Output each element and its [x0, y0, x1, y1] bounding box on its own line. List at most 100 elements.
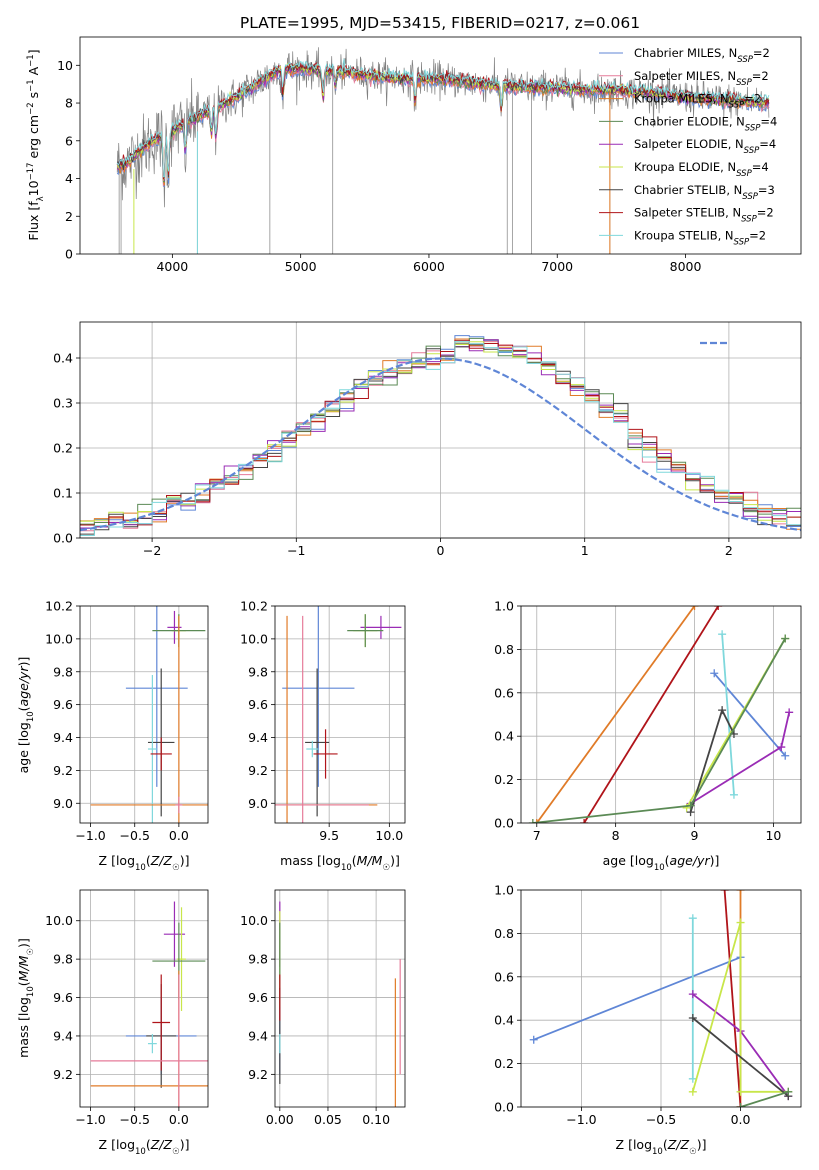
label-part: ( [16, 981, 31, 986]
plot-area-weight-vs-age [528, 606, 794, 823]
gaussian-curve [80, 357, 801, 532]
weight-series [686, 706, 738, 817]
weight-line [583, 606, 719, 823]
y-tick-label: 6 [65, 133, 73, 148]
y-tick-label: 8 [65, 96, 73, 111]
label-part: age [log [603, 853, 654, 868]
label-part: )] [16, 938, 31, 948]
label-part: s [26, 92, 41, 103]
label-part: −2 [26, 102, 36, 115]
weight-marker [686, 801, 695, 810]
legend-entry-3: Chabrier ELODIE, NSSP=4 [634, 114, 777, 133]
axes-frame [274, 889, 406, 1108]
label-part: )] [16, 657, 31, 667]
figure-title: PLATE=1995, MJD=53415, FIBERID=0217, z=0… [240, 14, 640, 32]
axes-weight-vs-Z: −1.0 −0.5 0.0 0.0 0.2 0.4 0.6 0.8 1.0 Z [log10(Z/… [494, 883, 802, 1157]
weight-marker [781, 634, 790, 643]
label-part: Z/Z [150, 1137, 173, 1152]
weight-series [529, 953, 745, 1044]
legend-sub: SSP [742, 192, 758, 202]
y-tick-label: 0.4 [494, 1013, 514, 1028]
weight-marker [785, 708, 794, 717]
weight-line [536, 606, 696, 823]
weight-marker [710, 669, 719, 678]
x-tick-label: 7000 [541, 259, 573, 274]
data-point [90, 974, 208, 1107]
weight-marker [529, 1035, 538, 1044]
weight-series [528, 634, 790, 823]
weight-marker [688, 1074, 697, 1083]
y-tick-label: 9.6 [248, 990, 268, 1005]
weight-line [723, 890, 742, 1107]
x-tick-label: 0.05 [314, 1112, 342, 1127]
y-tick-label: 9.0 [53, 796, 73, 811]
y-tick-label: 10.0 [240, 631, 268, 646]
label-part: )] [180, 853, 190, 868]
label-part: age/yr [16, 666, 31, 707]
model-line [116, 58, 770, 178]
legend-text: Salpeter ELODIE, N [634, 137, 744, 151]
axes-age-vs-Z: −1.0 −0.5 0.0 9.0 9.2 9.4 9.6 9.8 10.0 10.2 Z [log… [16, 599, 209, 873]
x-tick-label: −1.0 [75, 828, 105, 843]
y-tick-label: 0.6 [494, 685, 514, 700]
y-tick-label: 9.4 [53, 1028, 73, 1043]
weight-marker [688, 1087, 697, 1096]
weight-marker [714, 606, 723, 610]
label-part: −1 [26, 79, 36, 92]
weight-series [718, 630, 738, 799]
y-tick-label: 0 [65, 247, 73, 262]
label-part: Z [log [616, 1137, 652, 1152]
x-tick-label: −2 [143, 543, 161, 558]
legend-text: =2 [753, 46, 770, 60]
weight-marker [736, 890, 745, 894]
weight-line [691, 922, 789, 1093]
y-tick-label: 0.6 [494, 969, 514, 984]
label-part: mass [log [16, 997, 31, 1058]
y-tick-label: 0.1 [53, 486, 73, 501]
weight-marker [777, 743, 786, 752]
label-part: age [log [16, 722, 31, 773]
axes-frame [274, 605, 406, 824]
y-tick-label: 9.2 [53, 763, 73, 778]
plot-area-weight-vs-Z [529, 890, 793, 1107]
legend-entry-8: Kroupa STELIB, NSSP=2 [634, 228, 766, 247]
x-axis-label: Z [log10(Z/Z☉)] [99, 1137, 190, 1157]
axes-frame [79, 605, 209, 824]
label-part: )] [697, 1137, 707, 1152]
x-tick-label: 10.0 [375, 828, 403, 843]
x-tick-label: 4000 [156, 259, 188, 274]
label-part: ☉ [689, 1147, 697, 1157]
legend-entry-7: Salpeter STELIB, NSSP=2 [634, 206, 774, 225]
data-point [282, 606, 355, 787]
weight-marker [720, 890, 729, 894]
y-tick-label: 10.0 [240, 913, 268, 928]
weight-series [686, 708, 794, 808]
axes-frame [79, 889, 209, 1108]
legend-sub: SSP [736, 169, 752, 179]
weight-marker [781, 751, 790, 760]
plot-area-age-vs-mass [275, 606, 402, 823]
label-part: λ [36, 196, 46, 201]
label-part: 10 [654, 863, 665, 873]
label-part: Z/Z [667, 1137, 690, 1152]
legend-entry-1: Salpeter MILES, NSSP=2 [634, 69, 769, 88]
plot-area-age-vs-Z [90, 606, 208, 823]
data-point [147, 1034, 157, 1054]
y-tick-label: 9.8 [53, 952, 73, 967]
weight-marker [688, 1014, 697, 1023]
weight-marker [784, 1087, 793, 1096]
weight-line [689, 707, 735, 813]
data-point [150, 737, 172, 771]
weight-marker [688, 914, 697, 923]
y-tick-label: 0.2 [494, 1056, 514, 1071]
y-axis-label: age [log10(age/yr)] [16, 657, 36, 774]
legend-text: =2 [749, 228, 766, 242]
x-tick-label: −1 [287, 543, 305, 558]
label-part: ☉ [172, 863, 180, 873]
y-tick-label: 10.0 [45, 913, 73, 928]
axes-mass-vs-Z: −1.0 −0.5 0.09.29.49.69.810.0Z [log10(Z/Z☉… [16, 889, 209, 1157]
label-part: Flux [f [26, 201, 41, 241]
x-tick-label: −1.0 [566, 1112, 596, 1127]
